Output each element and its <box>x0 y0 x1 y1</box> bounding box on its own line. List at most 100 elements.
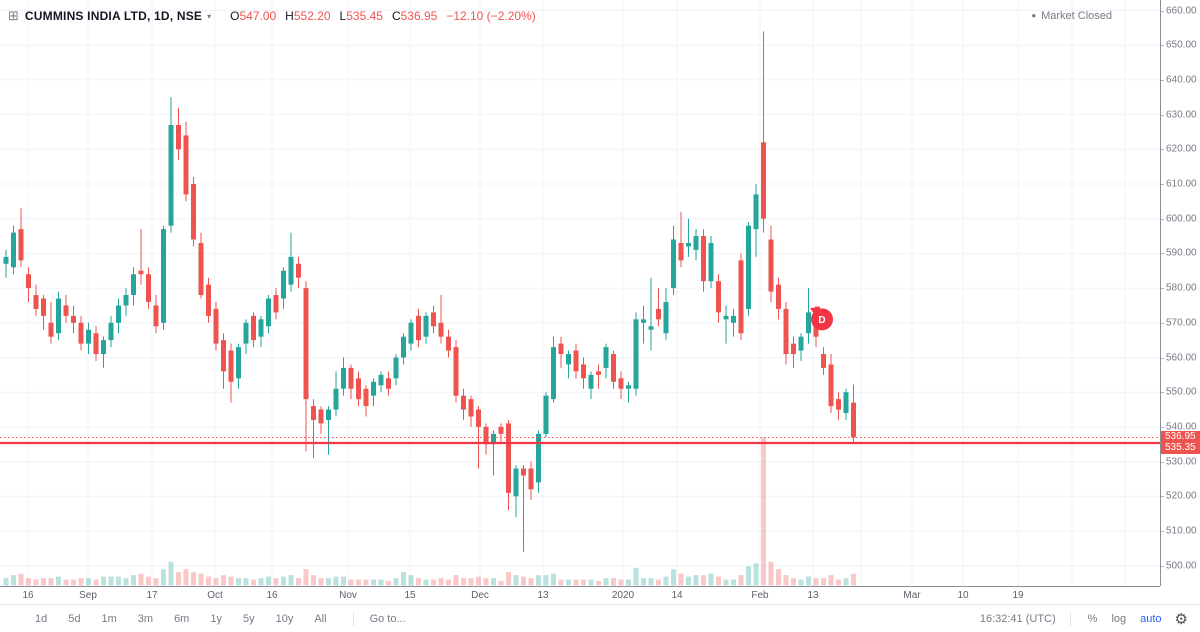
candle-body <box>498 426 504 434</box>
candle-body <box>798 336 804 351</box>
volume-bar <box>528 578 534 586</box>
add-symbol-icon[interactable]: ⊞ <box>8 8 19 23</box>
volume-bar <box>731 579 736 586</box>
volume-bar <box>176 572 181 586</box>
candle-body <box>281 270 286 299</box>
range-button-all[interactable]: All <box>314 612 327 625</box>
candle-body <box>588 374 594 389</box>
range-button-6m[interactable]: 6m <box>174 612 190 625</box>
candle-body <box>453 347 459 396</box>
candle-body <box>521 468 526 476</box>
candle-body <box>416 315 421 341</box>
candle-body <box>258 319 264 337</box>
gear-icon[interactable]: ⚙ <box>1174 610 1188 628</box>
range-button-1m[interactable]: 1m <box>101 612 117 625</box>
volume-bar <box>506 572 511 586</box>
time-axis[interactable]: 16 Sep 17 Oct 16 Nov 15 Dec 13 2020 14 Feb 13 Mar 10 19 <box>0 586 1160 604</box>
price-axis-tick <box>1161 496 1164 498</box>
volume-bar <box>56 576 61 586</box>
volume-bar <box>251 579 256 586</box>
volume-bar <box>348 579 354 586</box>
volume-bar <box>581 579 586 586</box>
candle-body <box>11 232 16 268</box>
volume-bar <box>228 576 234 586</box>
price-axis-label: 640.00 <box>1166 74 1197 86</box>
volume-bar <box>408 575 414 586</box>
volume-bar <box>393 578 399 586</box>
price-axis-tick <box>1161 114 1164 116</box>
auto-scale-button[interactable]: auto <box>1140 612 1162 625</box>
volume-bar <box>198 573 204 586</box>
candle-body <box>176 125 181 150</box>
session-clock[interactable]: 16:32:41 (UTC) <box>979 612 1056 625</box>
time-axis-label: 13 <box>807 590 819 601</box>
candle-body <box>431 312 436 327</box>
candle-body <box>536 433 541 483</box>
chevron-down-icon[interactable]: ▾ <box>207 11 212 21</box>
volume-bar <box>86 578 91 586</box>
goto-button[interactable]: Go to... <box>369 612 406 625</box>
candle-body <box>566 354 571 365</box>
range-button-5y[interactable]: 5y <box>242 612 255 625</box>
time-axis-label: 17 <box>146 590 158 601</box>
candle-body <box>626 385 631 389</box>
volume-bar <box>221 575 226 586</box>
volume-bar <box>161 569 166 586</box>
candle-body <box>296 263 301 278</box>
volume-bar <box>843 578 849 586</box>
time-axis-label: 2020 <box>611 590 635 601</box>
ohlc-high: H552.20 <box>285 9 331 23</box>
percent-scale-button[interactable]: % <box>1087 612 1098 625</box>
time-axis-label: Sep <box>79 590 97 601</box>
candle-body <box>213 308 219 344</box>
candle-body <box>41 298 46 316</box>
volume-bar <box>416 578 421 586</box>
volume-bar <box>776 569 781 586</box>
volume-bar <box>318 578 324 586</box>
toolbar-separator <box>1069 611 1071 626</box>
price-axis-label: 630.00 <box>1166 109 1197 121</box>
time-axis-label: Nov <box>339 590 357 601</box>
time-axis-label: 10 <box>957 590 969 601</box>
range-button-3m[interactable]: 3m <box>137 612 154 625</box>
volume-bar <box>566 579 571 586</box>
range-button-1y[interactable]: 1y <box>210 612 222 625</box>
range-button-1d[interactable]: 1d <box>35 612 48 625</box>
candle-body <box>491 433 496 445</box>
candle-body <box>671 239 676 289</box>
range-button-5d[interactable]: 5d <box>68 612 81 625</box>
volume-bar <box>836 579 841 586</box>
volume-bar <box>431 579 436 586</box>
candle-body <box>393 357 399 379</box>
range-button-10y[interactable]: 10y <box>275 612 294 625</box>
toolbar-right: 16:32:41 (UTC) % log auto ⚙ <box>980 610 1200 628</box>
volume-bar <box>603 578 609 586</box>
price-axis[interactable]: 660.00 650.00 640.00 630.00 620.00 610.00 600.… <box>1160 0 1200 586</box>
toolbar-separator <box>352 611 354 626</box>
candle-body <box>543 395 549 434</box>
candle-body <box>236 347 241 379</box>
price-axis-label: 650.00 <box>1166 39 1197 51</box>
volume-bar <box>183 569 189 586</box>
chart-canvas[interactable]: D ⊞ CUMMINS INDIA LTD, 1D, NSE ▾ O547.00… <box>0 0 1160 586</box>
candle-body <box>153 305 159 327</box>
candle-body <box>753 194 759 230</box>
candle-body <box>228 350 234 382</box>
candle-body <box>108 322 114 341</box>
dividend-marker-label[interactable]: D <box>818 315 825 326</box>
price-change: −12.10 (−2.20%) <box>446 9 536 23</box>
volume-bar <box>296 578 301 586</box>
candle-body <box>326 409 331 420</box>
log-scale-button[interactable]: log <box>1111 612 1127 625</box>
volume-bar <box>401 572 406 586</box>
candle-body <box>468 399 474 417</box>
volume-bar <box>716 576 721 586</box>
candle-body <box>551 347 556 400</box>
volume-bar <box>446 579 451 586</box>
symbol-title[interactable]: CUMMINS INDIA LTD, 1D, NSE <box>24 9 203 23</box>
candle-body <box>821 354 826 368</box>
candle-body <box>198 242 204 296</box>
volume-bar <box>596 581 601 586</box>
dividend-marker[interactable] <box>811 308 833 331</box>
volume-bar <box>363 579 369 586</box>
